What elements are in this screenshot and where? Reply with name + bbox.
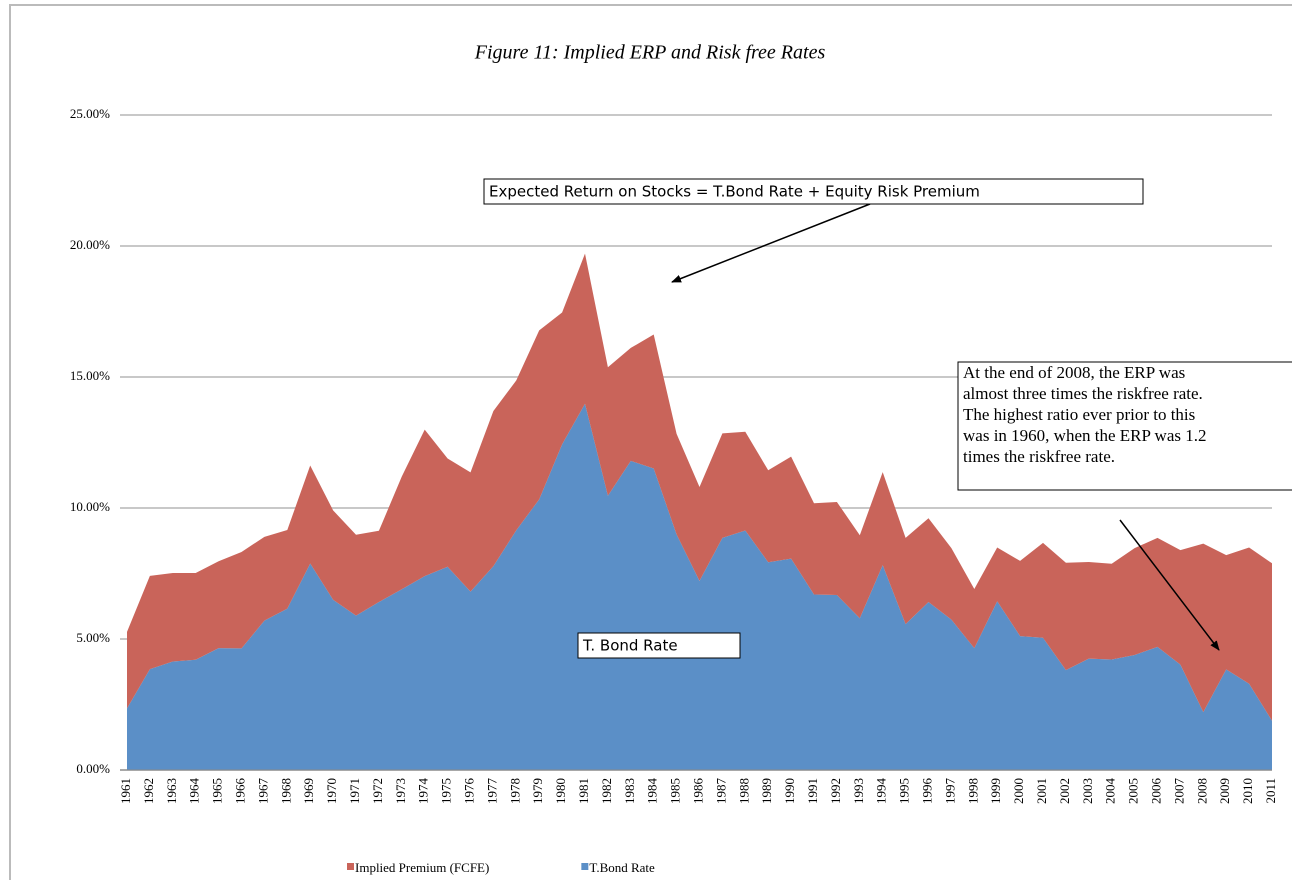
x-tick-label: 2011: [1263, 778, 1278, 804]
x-tick-label: 1999: [988, 778, 1003, 804]
x-tick-label: 1993: [851, 778, 866, 804]
x-tick-label: 1967: [255, 778, 270, 805]
x-tick-label: 1989: [759, 778, 774, 804]
x-tick-label: 2005: [1126, 778, 1141, 804]
annotation-line: At the end of 2008, the ERP was: [963, 363, 1185, 382]
legend-swatch: [581, 863, 589, 870]
x-tick-label: 2006: [1148, 778, 1163, 805]
chart-title: Figure 11: Implied ERP and Risk free Rat…: [474, 42, 826, 64]
x-tick-label: 1998: [965, 778, 980, 804]
x-tick-label: 2003: [1080, 778, 1095, 804]
annotation-line: was in 1960, when the ERP was 1.2: [963, 426, 1207, 445]
x-tick-label: 1991: [805, 778, 820, 804]
x-tick-label: 1976: [461, 778, 476, 805]
annotation: Expected Return on Stocks = T.Bond Rate …: [489, 183, 980, 201]
x-tick-label: 1966: [232, 778, 247, 805]
legend-label: T.Bond Rate: [589, 860, 655, 875]
legend: Implied Premium (FCFE) T.Bond Rate: [347, 860, 655, 875]
x-tick-label: 1970: [324, 778, 339, 804]
annotation-line: The highest ratio ever prior to this: [963, 405, 1195, 424]
legend-swatch: [347, 863, 354, 870]
annotation-line: times the riskfree rate.: [963, 447, 1115, 466]
x-tick-label: 1985: [668, 778, 683, 804]
arrow: [1119, 519, 1220, 651]
annotation-box: [957, 361, 1292, 491]
annotation: At the end of 2008, the ERP was almost th…: [963, 363, 1207, 466]
x-tick-label: 1975: [439, 778, 454, 804]
x-tick-label: 1973: [393, 778, 408, 804]
legend-label: Implied Premium (FCFE): [355, 860, 489, 875]
annotation-box: [483, 178, 1144, 205]
x-tick-label: 1984: [645, 778, 660, 805]
x-tick-label: 1962: [141, 778, 156, 804]
x-tick-label: 1980: [553, 778, 568, 804]
area: [127, 403, 1272, 770]
x-tick-label: 1995: [897, 778, 912, 804]
x-tick-label: 1965: [210, 778, 225, 804]
x-tick-label: 1981: [576, 778, 591, 804]
x-tick-label: 1974: [416, 778, 431, 805]
x-tick-label: 1961: [118, 778, 133, 804]
x-tick-label: 2010: [1240, 778, 1255, 804]
y-tick-label: 0.00%: [76, 761, 110, 776]
y-tick-label: 15.00%: [70, 368, 110, 383]
y-tick-label: 5.00%: [76, 630, 110, 645]
annotation-line: almost three times the riskfree rate.: [963, 384, 1203, 403]
x-tick-label: 2007: [1171, 778, 1186, 805]
x-tick-label: 1963: [164, 778, 179, 804]
plot: 0.00% 5.00% 10.00% 15.00% 20.00% 25.00% 1961 19…: [70, 106, 1278, 804]
x-tick-label: 1990: [782, 778, 797, 804]
x-tick-label: 1997: [942, 778, 957, 805]
annotation-box: [577, 632, 741, 659]
x-tick-label: 1982: [599, 778, 614, 804]
x-tick-label: 1971: [347, 778, 362, 804]
arrow: [671, 203, 871, 283]
y-tick-label: 20.00%: [70, 237, 110, 252]
annotation: T. Bond Rate: [582, 637, 678, 655]
x-tick-label: 2004: [1103, 778, 1118, 805]
y-tick-label: 25.00%: [70, 106, 110, 121]
x-tick-label: 1986: [690, 778, 705, 805]
x-tick-label: 1983: [622, 778, 637, 804]
x-tick-label: 1968: [278, 778, 293, 804]
x-tick-label: 1978: [507, 778, 522, 804]
x-tick-label: 1969: [301, 778, 316, 804]
annotations: Expected Return on Stocks = T.Bond Rate …: [483, 178, 1292, 659]
x-tick-label: 1987: [713, 778, 728, 805]
x-tick-label: 1977: [484, 778, 499, 805]
x-tick-label: 2001: [1034, 778, 1049, 804]
x-tick-label: 1979: [530, 778, 545, 804]
x-tick-label: 2002: [1057, 778, 1072, 804]
x-tick-label: 1992: [828, 778, 843, 804]
x-tick-label: 2009: [1217, 778, 1232, 804]
x-tick-label: 2008: [1194, 778, 1209, 804]
y-tick-label: 10.00%: [70, 499, 110, 514]
x-tick-label: 1994: [874, 778, 889, 805]
x-tick-label: 1964: [187, 778, 202, 805]
x-tick-label: 1988: [736, 778, 751, 804]
area: [127, 253, 1272, 721]
x-tick-label: 1972: [370, 778, 385, 804]
x-tick-label: 1996: [919, 778, 934, 805]
x-tick-label: 2000: [1011, 778, 1026, 804]
